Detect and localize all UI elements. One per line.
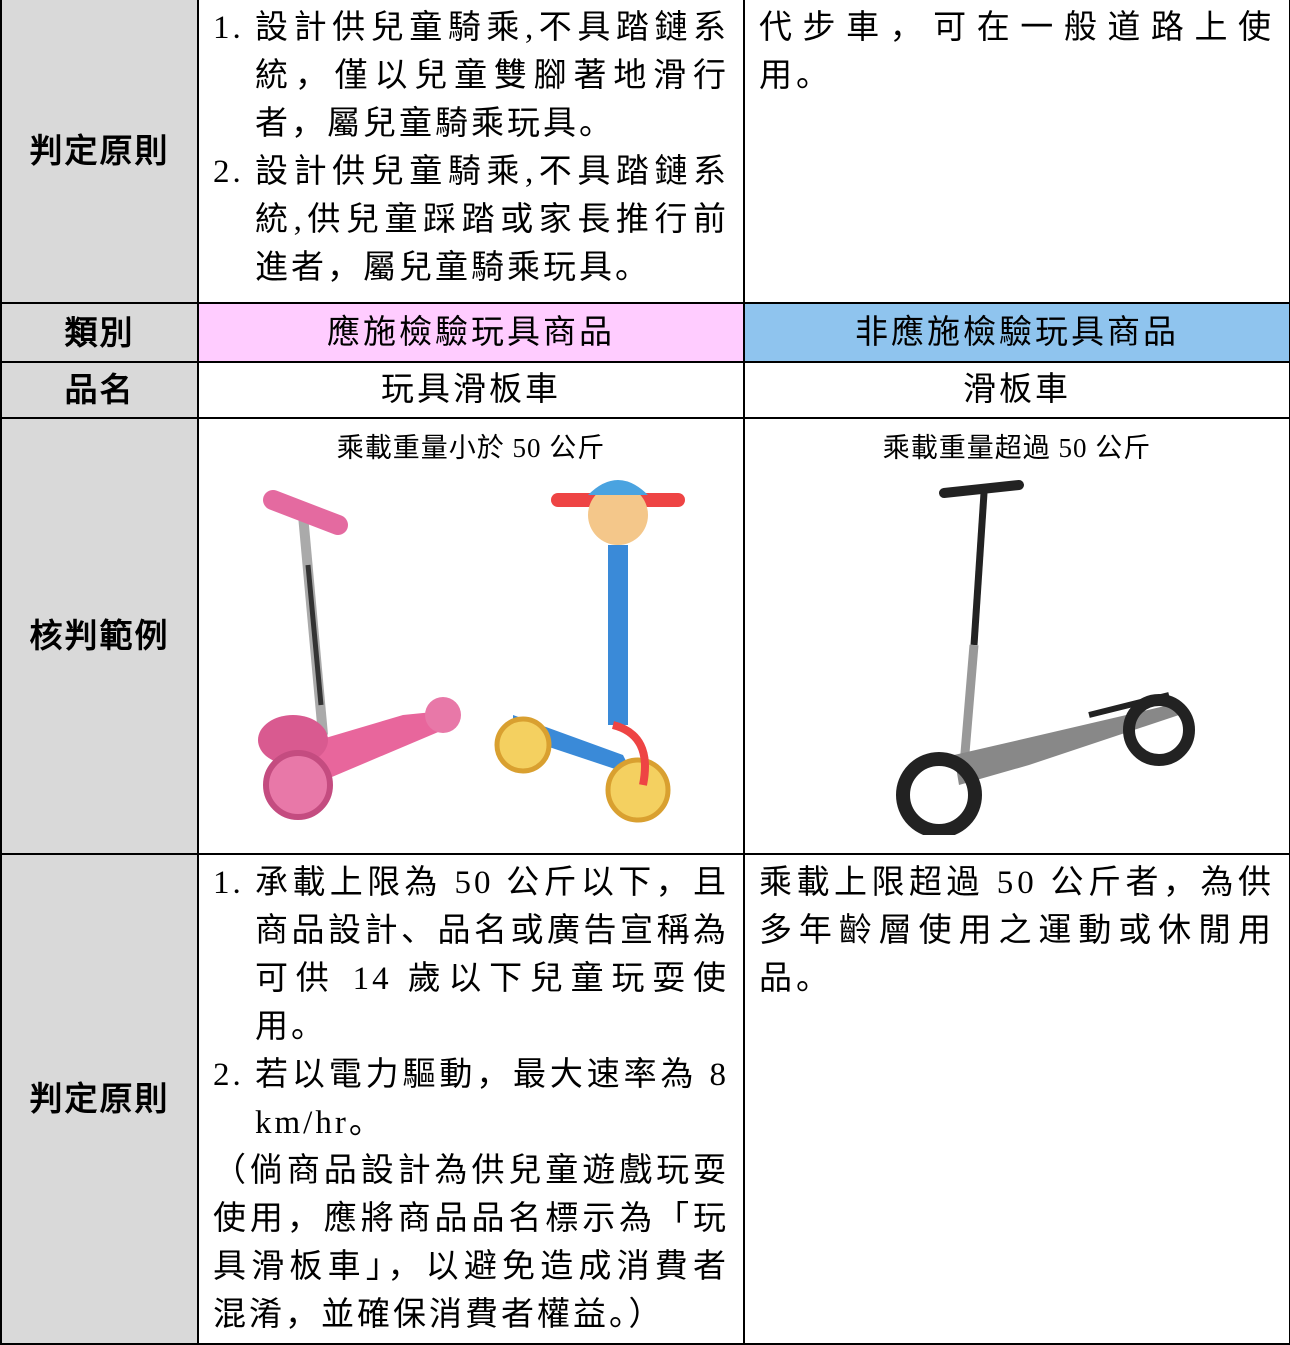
adult-scooter-image bbox=[896, 480, 1195, 838]
list-marker: 2. bbox=[213, 154, 244, 190]
list-item: 1. 設計供兒童騎乘,不具踏鏈系統，僅以兒童雙腳著地滑行者，屬兒童騎乘玩具。 bbox=[213, 4, 729, 148]
cell: 非應施檢驗玩具商品 bbox=[743, 302, 1290, 363]
list-text: 設計供兒童騎乘,不具踏鏈系統,供兒童踩踏或家長推行前進者，屬兒童騎乘玩具。 bbox=[255, 154, 729, 286]
blue-scooter bbox=[494, 480, 685, 823]
list-item: 1. 承載上限為 50 公斤以下，且商品設計、品名或廣告宣稱為可供 14 歲以下兒… bbox=[213, 859, 729, 1051]
cell: 1. 承載上限為 50 公斤以下，且商品設計、品名或廣告宣稱為可供 14 歲以下兒… bbox=[197, 853, 745, 1345]
caption: 乘載重量小於 50 公斤 bbox=[336, 433, 606, 463]
cell: 乘載上限超過 50 公斤者，為供多年齡層使用之運動或休閒用品。 bbox=[743, 853, 1290, 1345]
list-text: 承載上限為 50 公斤以下，且商品設計、品名或廣告宣稱為可供 14 歲以下兒童玩… bbox=[255, 865, 729, 1045]
note: （倘商品設計為供兒童遊戲玩耍使用，應將商品品名標示為「玩具滑板車」，以避免造成消… bbox=[213, 1153, 729, 1333]
cell: 1. 設計供兒童騎乘,不具踏鏈系統，僅以兒童雙腳著地滑行者，屬兒童騎乘玩具。 2. 設… bbox=[197, 0, 745, 304]
row: 判定原則 1. 設計供兒童騎乘,不具踏鏈系統，僅以兒童雙腳著地滑行者，屬兒童騎乘玩… bbox=[0, 0, 1290, 304]
row-label: 核判範例 bbox=[0, 417, 199, 855]
list-text: 設計供兒童騎乘,不具踏鏈系統，僅以兒童雙腳著地滑行者，屬兒童騎乘玩具。 bbox=[255, 10, 729, 142]
list-marker: 1. bbox=[213, 10, 244, 46]
cell: 乘載重量小於 50 公斤 bbox=[197, 417, 745, 855]
list-marker: 1. bbox=[213, 865, 244, 901]
cell: 玩具滑板車 bbox=[197, 361, 745, 419]
cell: 應施檢驗玩具商品 bbox=[197, 302, 745, 363]
row: 類別 應施檢驗玩具商品 非應施檢驗玩具商品 bbox=[0, 302, 1290, 363]
list-item: 2. 設計供兒童騎乘,不具踏鏈系統,供兒童踩踏或家長推行前進者，屬兒童騎乘玩具。 bbox=[213, 148, 729, 292]
list-marker: 2. bbox=[213, 1057, 244, 1093]
row-label: 品名 bbox=[0, 361, 199, 419]
row-label: 判定原則 bbox=[0, 853, 199, 1345]
caption: 乘載重量超過 50 公斤 bbox=[882, 433, 1152, 463]
cell: 滑板車 bbox=[743, 361, 1290, 419]
row-label: 判定原則 bbox=[0, 0, 199, 304]
list-text: 若以電力驅動，最大速率為 8 km/hr。 bbox=[255, 1057, 729, 1141]
row: 品名 玩具滑板車 滑板車 bbox=[0, 361, 1290, 419]
cell: 乘載重量超過 50 公斤 bbox=[743, 417, 1290, 855]
row: 核判範例 乘載重量小於 50 公斤 乘載重量超過 50 公斤 bbox=[0, 417, 1290, 855]
row-label: 類別 bbox=[0, 302, 199, 363]
kids-scooters-image bbox=[258, 480, 685, 823]
list-item: 2. 若以電力驅動，最大速率為 8 km/hr。 bbox=[213, 1051, 729, 1147]
row: 判定原則 1. 承載上限為 50 公斤以下，且商品設計、品名或廣告宣稱為可供 14… bbox=[0, 853, 1290, 1345]
pink-scooter bbox=[258, 490, 461, 820]
cell: 代步車，可在一般道路上使用。 bbox=[743, 0, 1290, 304]
